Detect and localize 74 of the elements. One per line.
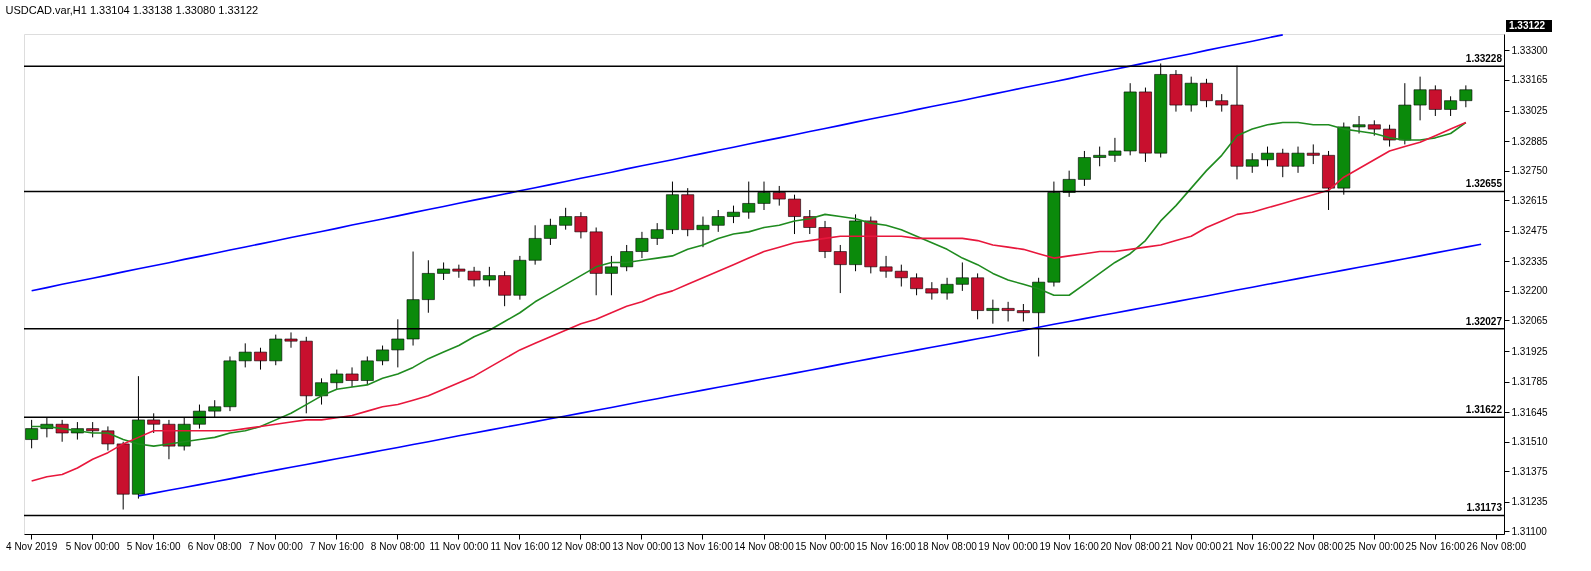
x-tick-label: 22 Nov 08:00 (1283, 540, 1344, 552)
x-tick-label: 25 Nov 16:00 (1405, 540, 1466, 552)
candlestick (620, 244, 634, 272)
y-tick-label: 1.31375 (1511, 465, 1549, 477)
candlestick (605, 255, 618, 296)
y-tick-label: 1.32475 (1511, 225, 1549, 237)
ref-line-label: 1.33228 (1465, 53, 1503, 65)
y-tick-label: 1.32335 (1511, 255, 1549, 267)
y-tick-label: 1.32615 (1511, 194, 1549, 206)
x-tick-label: 19 Nov 16:00 (1039, 540, 1100, 552)
x-tick-label: 18 Nov 08:00 (917, 540, 978, 552)
ref-line-label: 1.32655 (1465, 178, 1503, 190)
y-tick-label: 1.31510 (1511, 436, 1549, 448)
ref-line-label: 1.32027 (1465, 315, 1503, 327)
candlestick (1200, 78, 1213, 108)
x-tick-label: 7 Nov 00:00 (248, 540, 304, 552)
candlestick (910, 272, 923, 296)
candlestick (254, 347, 267, 371)
candlestick (1093, 146, 1107, 167)
y-tick-label: 1.32200 (1511, 285, 1549, 297)
y-tick-label: 1.33165 (1511, 74, 1549, 86)
y-tick-label: 1.32750 (1511, 165, 1549, 177)
x-tick-label: 26 Nov 08:00 (1466, 540, 1527, 552)
candlestick (25, 419, 39, 449)
ref-line-label: 1.31173 (1466, 502, 1503, 514)
x-tick-label: 13 Nov 16:00 (673, 540, 734, 552)
candlestick (498, 270, 512, 307)
y-tick-label: 1.33025 (1511, 105, 1549, 117)
y-tick-label: 1.31645 (1511, 406, 1549, 418)
x-tick-label: 19 Nov 00:00 (978, 540, 1039, 552)
ref-line-label: 1.31622 (1465, 404, 1503, 416)
candlestick (955, 261, 969, 292)
candlestick (1428, 84, 1442, 117)
x-tick-label: 21 Nov 16:00 (1222, 540, 1283, 552)
candlestick (559, 207, 573, 231)
y-tick-label: 1.31925 (1511, 345, 1549, 357)
candlestick (833, 244, 847, 294)
x-tick-label: 11 Nov 16:00 (490, 540, 550, 552)
y-tick-label: 1.31235 (1511, 496, 1549, 508)
x-tick-label: 11 Nov 00:00 (429, 540, 489, 552)
x-tick-label: 8 Nov 08:00 (370, 540, 426, 552)
x-tick-label: 25 Nov 00:00 (1344, 540, 1405, 552)
candlestick (315, 377, 328, 406)
x-tick-label: 7 Nov 16:00 (309, 540, 365, 552)
y-tick-label: 1.32065 (1511, 314, 1549, 326)
chart-title: USDCAD.var,H1 1.33104 1.33138 1.33080 1.33122 (5, 4, 259, 16)
text: 1.33122 (1509, 20, 1546, 31)
x-tick-label: 12 Nov 08:00 (551, 540, 612, 552)
candlestick (1459, 84, 1473, 108)
candlestick (376, 345, 389, 366)
y-tick-label: 1.33300 (1511, 44, 1549, 56)
candlestick (894, 264, 908, 288)
x-tick-label: 15 Nov 16:00 (856, 540, 917, 552)
y-tick-label: 1.31100 (1511, 525, 1548, 537)
candlestick (1078, 150, 1091, 187)
x-tick-label: 4 Nov 2019 (6, 540, 58, 552)
candlestick (1306, 143, 1320, 165)
x-tick-label: 13 Nov 00:00 (612, 540, 673, 552)
y-tick-label: 1.32885 (1511, 135, 1549, 147)
candlestick (788, 194, 801, 235)
x-tick-label: 15 Nov 00:00 (795, 540, 856, 552)
x-tick-label: 14 Nov 08:00 (734, 540, 795, 552)
x-tick-label: 20 Nov 08:00 (1100, 540, 1161, 552)
x-tick-label: 21 Nov 00:00 (1161, 540, 1222, 552)
y-tick-label: 1.31785 (1511, 376, 1549, 388)
candlestick (482, 266, 496, 288)
x-tick-label: 6 Nov 08:00 (187, 540, 243, 552)
candlestick (543, 218, 557, 246)
x-tick-label: 5 Nov 00:00 (65, 540, 121, 552)
candlestick (360, 355, 374, 386)
line-series (30, 34, 1284, 292)
candlestick (1261, 146, 1274, 167)
x-tick-label: 5 Nov 16:00 (126, 540, 182, 552)
candlestick (1444, 95, 1457, 117)
